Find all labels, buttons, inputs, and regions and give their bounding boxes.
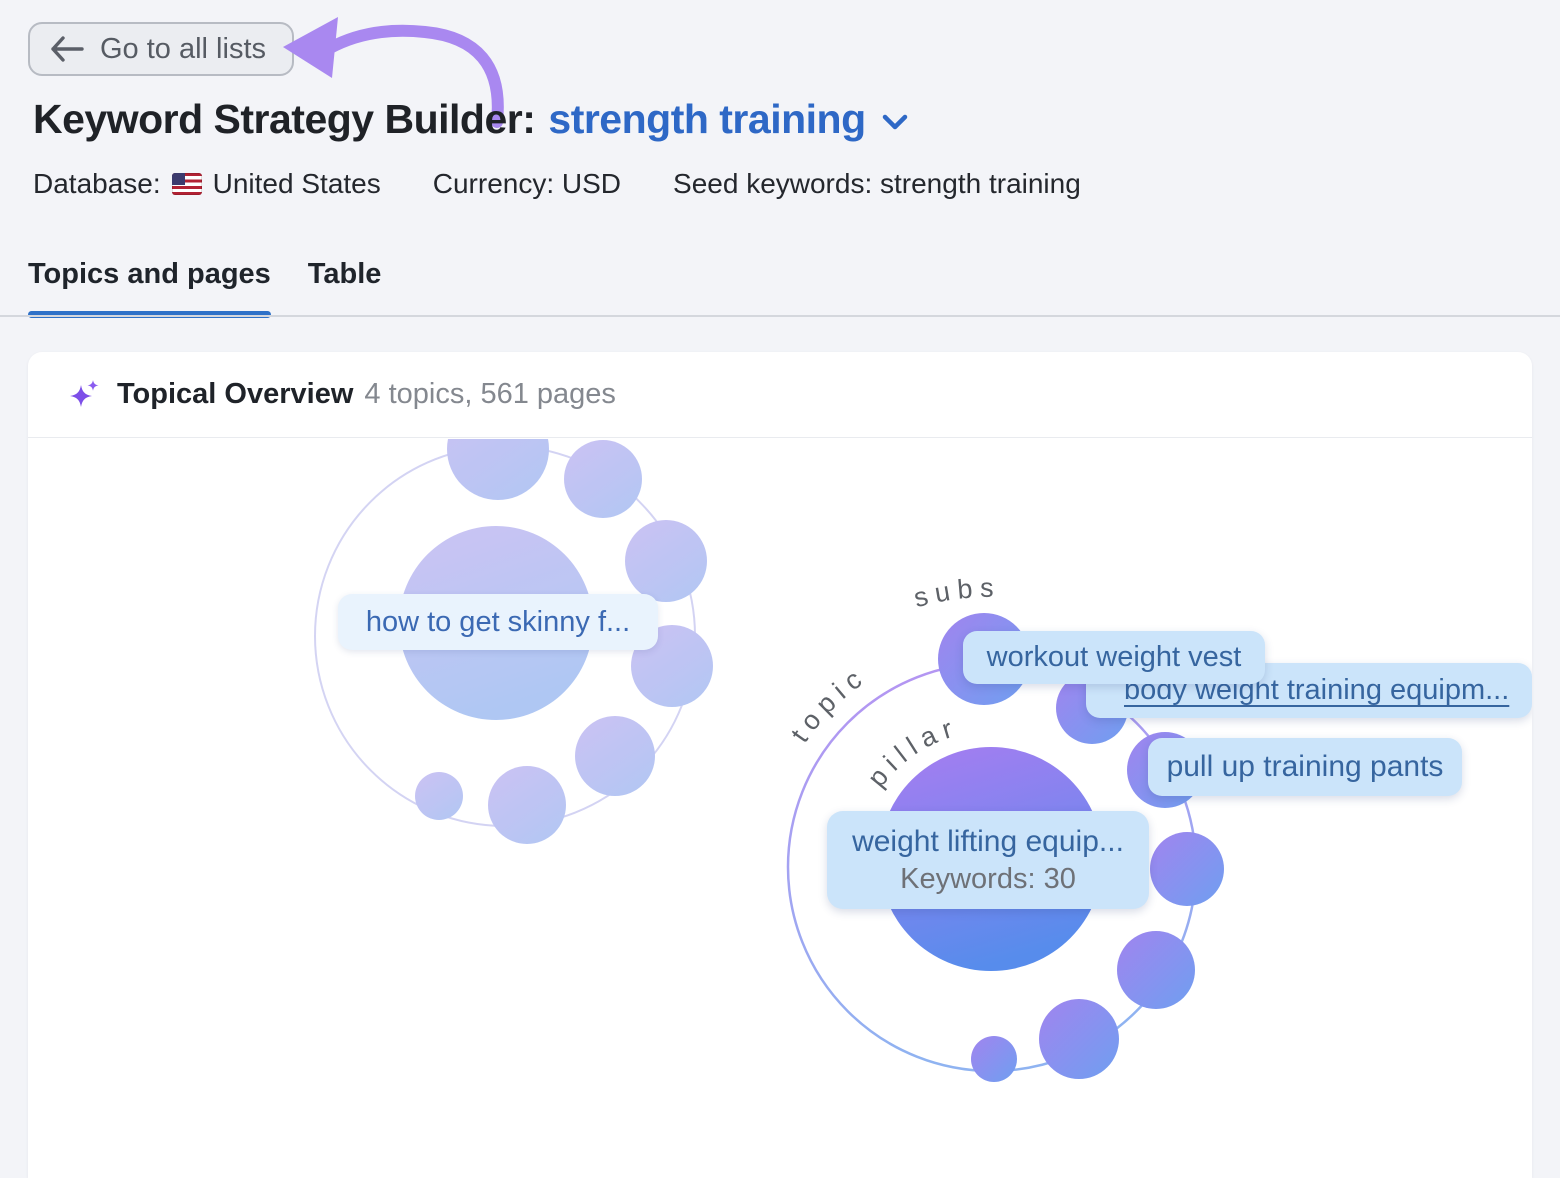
chevron-down-icon[interactable] <box>882 114 908 131</box>
tab-topics-and-pages-label: Topics and pages <box>28 258 271 290</box>
tab-table-label: Table <box>307 258 382 290</box>
currency-meta: Currency: USD <box>433 168 621 200</box>
subtopic-bubble[interactable] <box>1150 832 1224 906</box>
topical-overview-card: Topical Overview 4 topics, 561 pages <box>28 352 1532 1178</box>
topical-overview-header: Topical Overview 4 topics, 561 pages <box>28 352 1532 438</box>
subtopic-bubble[interactable] <box>1039 999 1119 1079</box>
view-tabs: Topics and pages Table <box>28 258 381 318</box>
subtopic-bubble[interactable] <box>415 772 463 820</box>
topic-keywords-count: Keywords: 30 <box>900 862 1076 895</box>
ring-label-subs: subs <box>911 573 1001 613</box>
topic-label-how-to-get-skinny[interactable]: how to get skinny f... <box>338 594 658 650</box>
topic-label-weight-lifting-equipment[interactable]: weight lifting equip... Keywords: 30 <box>827 811 1149 909</box>
ring-label-topic: topic <box>785 660 873 748</box>
page-label-workout-weight-vest[interactable]: workout weight vest <box>963 631 1265 684</box>
tab-topics-and-pages[interactable]: Topics and pages <box>28 258 271 318</box>
sparkles-icon <box>68 378 102 412</box>
subtopic-bubble[interactable] <box>1117 931 1195 1009</box>
strategy-meta: Database: United States Currency: USD Se… <box>33 168 1081 200</box>
card-title: Topical Overview <box>117 378 354 410</box>
subtopic-bubble[interactable] <box>971 1036 1017 1082</box>
card-summary: 4 topics, 561 pages <box>364 378 616 410</box>
tabs-divider <box>0 315 1560 317</box>
tab-table[interactable]: Table <box>308 258 382 318</box>
page-label-pull-up-training-pants[interactable]: pull up training pants <box>1148 738 1462 796</box>
currency-value: Currency: USD <box>432 168 622 199</box>
page-title: Keyword Strategy Builder: strength train… <box>33 96 908 143</box>
topical-map-chart: pillar topic subs how to get skinny f...… <box>28 439 1532 1178</box>
subtopic-bubble[interactable] <box>575 716 655 796</box>
subtopic-bubble[interactable] <box>625 520 707 602</box>
subtopic-bubble[interactable] <box>488 766 566 844</box>
us-flag-icon <box>171 173 202 195</box>
seed-keywords-value: Seed keywords: strength training <box>673 168 1081 199</box>
topic-label-text: weight lifting equip... <box>852 824 1124 858</box>
go-to-all-lists-button[interactable]: Go to all lists <box>28 22 294 76</box>
database-label: Database: <box>33 168 161 199</box>
database-meta: Database: United States <box>33 168 381 200</box>
strategy-name[interactable]: strength training <box>548 96 866 142</box>
back-arrow-icon <box>51 36 84 62</box>
page-title-prefix: Keyword Strategy Builder: <box>33 96 536 142</box>
active-tab-underline <box>28 311 271 318</box>
subtopic-bubble[interactable] <box>447 439 549 500</box>
seed-keywords-meta: Seed keywords: strength training <box>673 168 1081 200</box>
subtopic-bubble[interactable] <box>564 440 642 518</box>
database-value: United States <box>212 168 381 199</box>
back-button-label: Go to all lists <box>100 32 266 65</box>
